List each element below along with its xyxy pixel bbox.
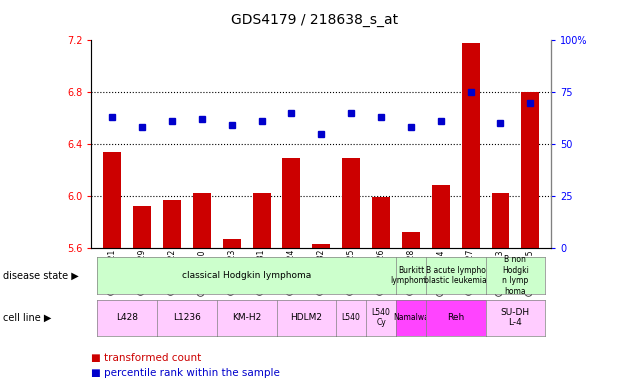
Text: Burkitt
lymphoma: Burkitt lymphoma [391,266,431,285]
Text: SU-DH
L-4: SU-DH L-4 [501,308,530,328]
Text: disease state ▶: disease state ▶ [3,270,79,281]
Bar [103,152,121,248]
Text: ■ percentile rank within the sample: ■ percentile rank within the sample [91,368,280,378]
Text: HDLM2: HDLM2 [290,313,323,322]
Text: Namalwa: Namalwa [393,313,429,322]
Bar [253,193,270,248]
Bar [432,185,450,248]
Bar [372,197,390,248]
Text: L540
Cy: L540 Cy [372,308,391,328]
Text: L428: L428 [116,313,138,322]
Bar [522,92,539,248]
Text: Reh: Reh [447,313,464,322]
Text: L1236: L1236 [173,313,201,322]
Bar [133,206,151,248]
Bar [462,43,479,248]
Text: cell line ▶: cell line ▶ [3,313,52,323]
Text: classical Hodgkin lymphoma: classical Hodgkin lymphoma [182,271,311,280]
Text: B non
Hodgki
n lymp
homa: B non Hodgki n lymp homa [502,255,529,296]
Bar [193,193,211,248]
Bar [282,158,301,248]
Bar [312,244,330,248]
Text: ■ transformed count: ■ transformed count [91,353,202,363]
Bar [223,238,241,248]
Text: B acute lympho
blastic leukemia: B acute lympho blastic leukemia [425,266,487,285]
Bar [402,232,420,248]
Bar [491,193,510,248]
Bar [163,200,181,248]
Text: KM-H2: KM-H2 [232,313,261,322]
Bar [342,158,360,248]
Text: GDS4179 / 218638_s_at: GDS4179 / 218638_s_at [231,13,399,27]
Text: L540: L540 [341,313,360,322]
